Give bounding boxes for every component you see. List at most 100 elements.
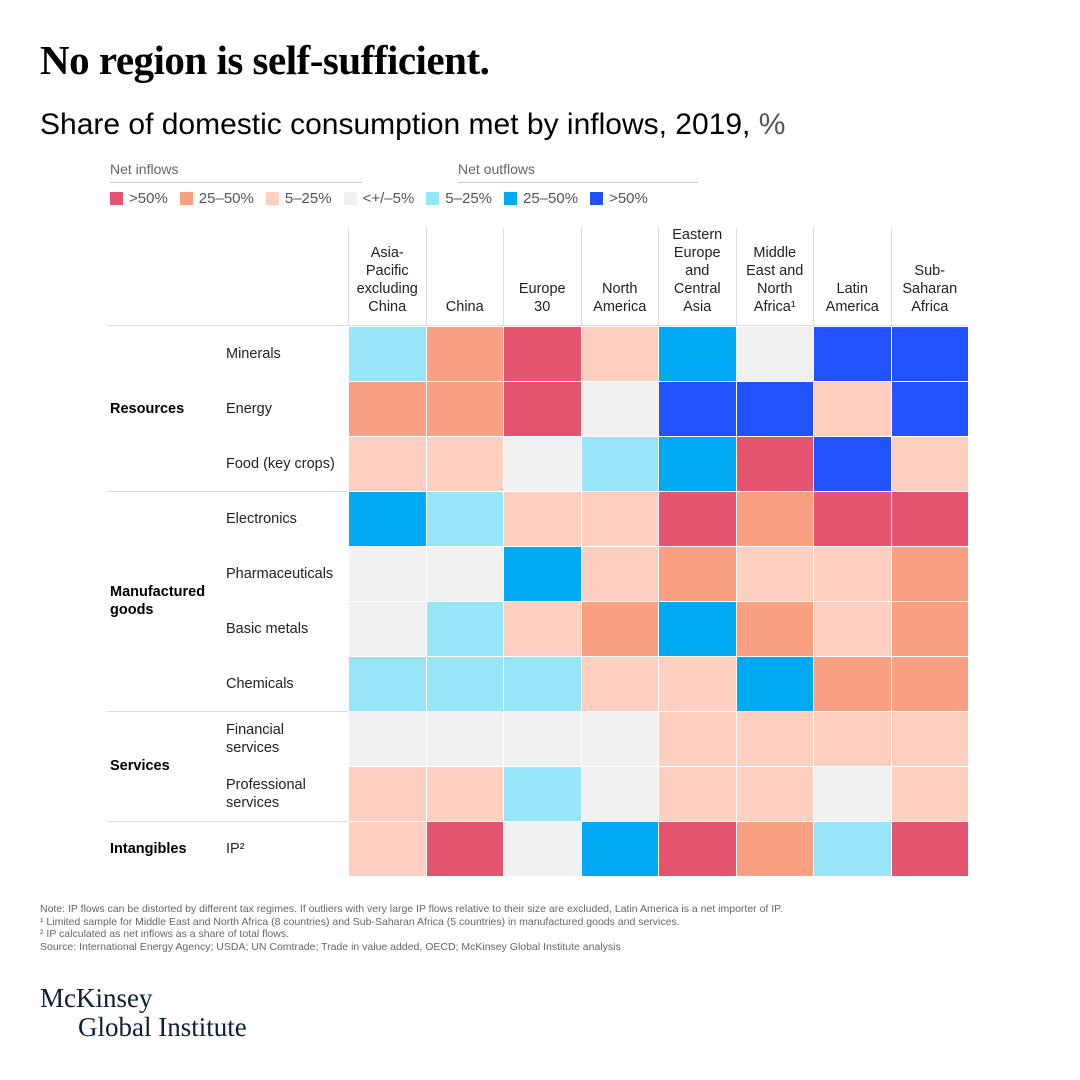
row-label: IP² bbox=[226, 840, 245, 857]
legend-label: <+/–5% bbox=[362, 190, 415, 207]
column-header: North America bbox=[580, 228, 659, 326]
heatmap-cell bbox=[814, 327, 891, 381]
heatmap-cell bbox=[504, 767, 581, 821]
chart-title: No region is self-sufficient. bbox=[40, 37, 490, 83]
heatmap-cell bbox=[814, 657, 891, 711]
heatmap-cell bbox=[426, 657, 503, 711]
heatmap-cell bbox=[349, 327, 426, 381]
heatmap-cell bbox=[426, 382, 503, 436]
heatmap-cell bbox=[814, 712, 891, 766]
heatmap-cell bbox=[891, 547, 968, 601]
footnotes: Note: IP flows can be distorted by diffe… bbox=[40, 903, 783, 953]
heatmap-cell bbox=[659, 382, 736, 436]
header-divider bbox=[107, 325, 968, 326]
legend-label: 5–25% bbox=[445, 190, 493, 207]
footnote: ¹ Limited sample for Middle East and Nor… bbox=[40, 915, 680, 928]
heatmap-cell bbox=[504, 602, 581, 656]
row-label: Food (key crops) bbox=[226, 455, 335, 472]
heatmap-cell bbox=[659, 492, 736, 546]
heatmap-cell bbox=[736, 767, 813, 821]
heatmap-cell bbox=[736, 657, 813, 711]
unit-label: % bbox=[758, 108, 786, 141]
legend-inflows-header: Net inflows bbox=[110, 161, 362, 183]
group-divider bbox=[107, 491, 348, 492]
heatmap-cell bbox=[581, 712, 658, 766]
heatmap-cell bbox=[504, 382, 581, 436]
legend-item: 25–50% bbox=[504, 190, 578, 207]
heatmap-cell bbox=[659, 712, 736, 766]
subtitle-text: Share of domestic consumption met by inf… bbox=[40, 108, 751, 141]
heatmap-cell bbox=[426, 822, 503, 876]
heatmap-cell bbox=[504, 822, 581, 876]
heatmap-cell bbox=[581, 437, 658, 491]
heatmap-cell bbox=[349, 382, 426, 436]
heatmap-cell bbox=[504, 712, 581, 766]
legend-swatch bbox=[265, 192, 279, 205]
heatmap-cell bbox=[891, 327, 968, 381]
legend-label: 25–50% bbox=[523, 190, 579, 207]
column-header: Latin America bbox=[813, 228, 891, 326]
heatmap-cell bbox=[581, 602, 658, 656]
legend-label: 25–50% bbox=[198, 190, 254, 207]
heatmap-cell bbox=[504, 547, 581, 601]
legend-swatch bbox=[343, 192, 357, 205]
legend-item: >50% bbox=[110, 190, 168, 207]
heatmap-cell bbox=[814, 547, 891, 601]
legend-swatch bbox=[426, 192, 440, 205]
heatmap-cell bbox=[581, 382, 658, 436]
heatmap-cell bbox=[659, 327, 736, 381]
heatmap-cell bbox=[581, 822, 658, 876]
heatmap-cell bbox=[736, 822, 813, 876]
group-label: Intangibles bbox=[110, 840, 187, 857]
heatmap-cell bbox=[581, 657, 658, 711]
heatmap-cell bbox=[426, 492, 503, 546]
column-header: Eastern Europe and Central Asia bbox=[658, 227, 736, 326]
group-divider bbox=[107, 821, 348, 822]
legend-swatch bbox=[590, 192, 604, 205]
heatmap-cell bbox=[891, 657, 968, 711]
heatmap-cell bbox=[814, 602, 891, 656]
heatmap-cell bbox=[581, 492, 658, 546]
heatmap-cell bbox=[659, 602, 736, 656]
heatmap-cell bbox=[814, 492, 891, 546]
heatmap-cell bbox=[426, 712, 503, 766]
heatmap-cell bbox=[814, 822, 891, 876]
heatmap-cell bbox=[891, 382, 968, 436]
heatmap-cell bbox=[736, 327, 813, 381]
legend-item: <+/–5% bbox=[343, 190, 415, 207]
legend-label: 5–25% bbox=[284, 190, 332, 207]
heatmap-cell bbox=[349, 437, 426, 491]
row-label: Chemicals bbox=[226, 675, 294, 692]
legend-item: 25–50% bbox=[179, 190, 254, 207]
mckinsey-logo: McKinsey Global Institute bbox=[40, 984, 247, 1042]
heatmap-cell bbox=[891, 492, 968, 546]
column-header: China bbox=[425, 228, 504, 326]
heatmap-cell bbox=[814, 437, 891, 491]
heatmap-cell bbox=[659, 657, 736, 711]
legend-swatch bbox=[179, 192, 193, 205]
heatmap-cell bbox=[349, 492, 426, 546]
heatmap-cell bbox=[736, 492, 813, 546]
group-label: Manufactured goods bbox=[110, 584, 206, 618]
row-label: Financial services bbox=[226, 721, 285, 756]
heatmap-cell bbox=[349, 767, 426, 821]
heatmap-cell bbox=[659, 822, 736, 876]
footnote: Note: IP flows can be distorted by diffe… bbox=[40, 903, 783, 915]
heatmap-cell bbox=[349, 657, 426, 711]
column-header: Sub- Saharan Africa bbox=[890, 228, 969, 326]
row-label: Basic metals bbox=[226, 620, 309, 637]
heatmap-cell bbox=[349, 822, 426, 876]
heatmap-cell bbox=[659, 767, 736, 821]
heatmap-cell bbox=[349, 602, 426, 656]
heatmap-cell bbox=[426, 327, 503, 381]
heatmap-cell bbox=[504, 657, 581, 711]
heatmap-cell bbox=[891, 712, 968, 766]
heatmap-cell bbox=[349, 547, 426, 601]
heatmap-cell bbox=[659, 437, 736, 491]
heatmap-cell bbox=[736, 382, 813, 436]
heatmap-cell bbox=[504, 327, 581, 381]
legend-swatch bbox=[110, 192, 123, 205]
column-header: Europe 30 bbox=[503, 228, 581, 326]
heatmap-cell bbox=[349, 712, 426, 766]
legend: >50% 25–50% 5–25% <+/–5% 5–25% 25–50% >50% bbox=[110, 190, 648, 207]
